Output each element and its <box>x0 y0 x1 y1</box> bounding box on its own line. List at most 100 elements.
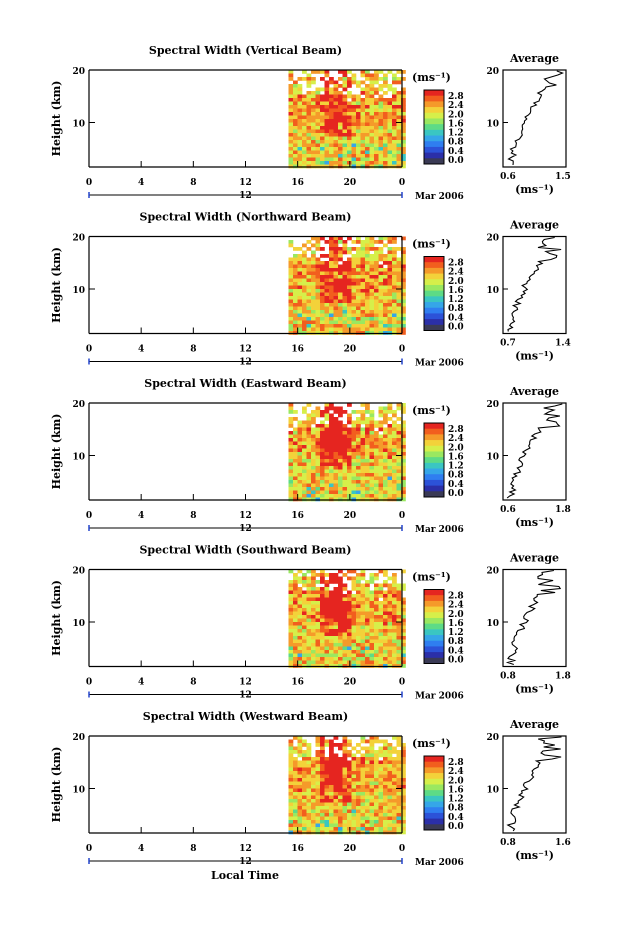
heatmap-cell <box>374 778 379 782</box>
heatmap-cell <box>338 115 343 120</box>
heatmap-cell <box>342 154 348 158</box>
heatmap-cell <box>369 615 375 619</box>
heatmap-cell <box>297 469 303 474</box>
heatmap-cell <box>356 816 361 821</box>
colorbar-swatch <box>424 761 444 768</box>
heatmap-cell <box>342 643 348 647</box>
heatmap-cell <box>392 480 397 484</box>
heatmap-cell <box>338 431 343 435</box>
heatmap-cell <box>324 285 330 290</box>
heatmap-cell <box>369 646 375 651</box>
heatmap-cell <box>369 608 375 612</box>
heatmap-cell <box>315 240 321 244</box>
heatmap-cell <box>387 105 393 109</box>
heatmap-cell <box>293 313 298 318</box>
heatmap-cell <box>302 147 307 151</box>
avg-unit-label: (ms⁻¹) <box>515 183 554 196</box>
heatmap-cell <box>342 247 348 251</box>
heatmap-cell <box>306 771 312 775</box>
heatmap-cell <box>387 650 393 654</box>
heatmap-cell <box>302 108 307 113</box>
heatmap-cell <box>297 327 303 332</box>
heatmap-cell <box>315 611 321 616</box>
heatmap-cell <box>315 87 321 92</box>
heatmap-cell <box>374 101 379 106</box>
heatmap-cell <box>306 84 312 88</box>
heatmap-cell <box>320 643 325 647</box>
heatmap-cell <box>320 629 325 633</box>
heatmap-cell <box>383 625 388 630</box>
heatmap-cell <box>351 583 357 588</box>
heatmap-cell <box>401 438 406 442</box>
heatmap-cell <box>315 739 321 744</box>
heatmap-cell <box>315 594 321 598</box>
heatmap-cell <box>329 771 334 775</box>
heatmap-cell <box>396 424 402 428</box>
heatmap-cell <box>378 115 384 120</box>
heatmap-cell <box>356 327 361 332</box>
heatmap-cell <box>333 306 339 311</box>
heatmap-cell <box>347 119 352 123</box>
heatmap-cell <box>320 77 325 81</box>
heatmap-cell <box>396 80 402 85</box>
heatmap-cell <box>338 292 343 297</box>
heatmap-cell <box>392 434 397 439</box>
heatmap-cell <box>333 643 339 647</box>
heatmap-cell <box>329 101 334 106</box>
heatmap-cell <box>401 487 406 491</box>
heatmap-cell <box>324 788 330 793</box>
heatmap-cell <box>338 490 343 495</box>
heatmap-cell <box>360 122 366 127</box>
heatmap-cell <box>342 746 348 751</box>
heatmap-cell <box>333 771 339 775</box>
heatmap-cell <box>378 764 384 768</box>
heatmap-cell <box>383 632 388 637</box>
heatmap-cell <box>302 455 307 460</box>
date-label: Mar 2006 <box>415 692 464 702</box>
heatmap-cell <box>378 306 384 311</box>
heatmap-cell <box>338 324 343 328</box>
heatmap-cell <box>333 462 339 467</box>
heatmap-cell <box>387 576 393 581</box>
heatmap-cell <box>387 112 393 116</box>
heatmap-cell <box>356 150 361 155</box>
heatmap-cell <box>378 282 384 286</box>
heatmap-cell <box>338 299 343 304</box>
heatmap-cell <box>293 455 298 460</box>
heatmap-cell <box>378 590 384 595</box>
heatmap-cell <box>392 445 397 449</box>
heatmap-cell <box>324 622 330 626</box>
heatmap-cell <box>383 84 388 88</box>
heatmap-cell <box>315 767 321 772</box>
heatmap-cell <box>297 587 303 591</box>
heatmap-cell <box>315 292 321 297</box>
heatmap-cell <box>365 604 370 609</box>
heatmap-cell <box>392 448 397 453</box>
heatmap-cell <box>302 573 307 577</box>
heatmap-cell <box>338 317 343 321</box>
heatmap-cell <box>333 115 339 120</box>
heatmap-cell <box>351 98 357 102</box>
heatmap-cell <box>383 406 388 411</box>
heatmap-cell <box>338 264 343 269</box>
heatmap-cell <box>311 264 316 269</box>
heatmap-cell <box>351 569 357 574</box>
heatmap-cell <box>293 292 298 297</box>
heatmap-cell <box>374 629 379 633</box>
heatmap-cell <box>320 459 325 463</box>
heatmap-cell <box>369 480 375 484</box>
heatmap-cell <box>288 324 294 328</box>
heatmap-cell <box>383 601 388 605</box>
heatmap-cell <box>324 771 330 775</box>
heatmap-cell <box>329 303 334 307</box>
heatmap-cell <box>306 494 312 498</box>
heatmap-cell <box>320 462 325 467</box>
heatmap-cell <box>374 441 379 446</box>
heatmap-cell <box>297 799 303 803</box>
heatmap-cell <box>378 413 384 418</box>
heatmap-cell <box>378 240 384 244</box>
heatmap-cell <box>293 820 298 824</box>
heatmap-cell <box>347 636 352 640</box>
